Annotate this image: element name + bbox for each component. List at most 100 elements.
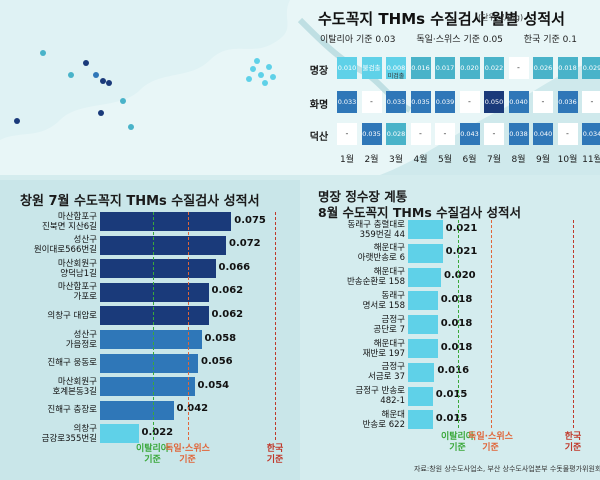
heatmap-cell: 0.029 <box>582 57 600 79</box>
bar-category-line: 성산구 <box>73 329 97 340</box>
bar-category-label: 성산구 가음정로 <box>2 330 97 350</box>
heatmap-note: 미검출 <box>387 73 405 80</box>
bar-category-line: 반송순환로 158 <box>346 277 405 288</box>
bar-category-label: 해운대구 재반로 197 <box>310 339 405 359</box>
bar-category-line: 명서로 158 <box>362 300 405 311</box>
unit-label: (단위: ℓ/mg) <box>478 13 524 22</box>
bar-category-line: 금강로355번길 <box>41 433 97 444</box>
heatmap-cell: 0.038 <box>508 123 529 145</box>
heatmap-cell: - <box>361 91 382 113</box>
map-dot <box>246 76 252 82</box>
bar <box>100 330 202 349</box>
heatmap-cell: - <box>484 123 504 145</box>
month-label: 8월 <box>511 155 526 165</box>
heatmap-cell: 0.026 <box>533 57 553 79</box>
reference-label: 한국 기준 <box>245 444 305 466</box>
heatmap-cell: - <box>435 123 455 145</box>
bar-value-label: 0.056 <box>201 356 233 368</box>
bar <box>408 243 443 263</box>
bar-category-line: 의창구 대암로 <box>47 310 97 321</box>
heatmap-cell: 불검출 <box>361 57 382 79</box>
bar <box>408 362 435 382</box>
bar-category-label: 해운대구 반송순환로 158 <box>310 267 405 287</box>
bar-category-label: 동래구 명서로 158 <box>310 291 405 311</box>
map-dot <box>120 98 126 104</box>
reference-label-line: 기준 <box>179 455 196 465</box>
reference-label-line: 이탈리아 <box>135 444 170 454</box>
bar-category-label: 진해구 웅동로 <box>2 358 97 368</box>
standard-italy: 이탈리아 기준 0.03 <box>320 35 396 45</box>
reference-label: 독일·스위스 기준 <box>158 444 218 466</box>
standard-korea: 한국 기준 0.1 <box>523 35 577 45</box>
month-label: 5월 <box>437 155 452 165</box>
month-label: 7월 <box>486 155 501 165</box>
heatmap-cell: 0.035 <box>361 123 382 145</box>
bar-category-line: 마산합포구 <box>57 211 97 222</box>
bar-category-label: 의창구 금강로355번길 <box>2 424 97 444</box>
bar-category-line: 금정구 <box>381 314 405 325</box>
reference-label: 이탈리아 기준 <box>123 444 183 466</box>
map-dot <box>93 72 99 78</box>
bar-category-label: 성산구 원이대로566번길 <box>2 235 97 255</box>
bar-value-label: 0.015 <box>435 389 468 401</box>
bar <box>408 339 438 358</box>
bar-category-line: 해운대 <box>381 409 405 420</box>
bar <box>100 306 209 326</box>
bar-category-line: 482-1 <box>380 396 405 407</box>
bar-value-label: 0.015 <box>435 412 468 424</box>
heatmap-cell: - <box>533 91 553 113</box>
bar-category-label: 해운대 반송로 622 <box>310 410 405 430</box>
map-dot <box>14 118 20 124</box>
reference-label: 독일·스위스 기준 <box>461 432 521 454</box>
bar-value-label: 0.018 <box>440 341 473 353</box>
map-dot <box>262 80 268 86</box>
map-dot <box>98 110 104 116</box>
reference-label-line: 독일·스위스 <box>468 432 513 442</box>
bar-value-label: 0.016 <box>437 365 470 377</box>
heatmap-row: 화명 0.033-0.033 0.035 0.039-0.050 0.040-0.036… <box>305 89 600 115</box>
bar-value-label: 0.042 <box>176 403 209 415</box>
bar <box>100 235 226 255</box>
month-label: 4월 <box>413 155 428 165</box>
reference-label-line: 한국 <box>266 444 284 454</box>
standard-germany: 독일·스위스 기준 0.05 <box>416 35 503 45</box>
heatmap-cell: 0.035 <box>410 91 431 113</box>
bar-category-line: 반송로 622 <box>362 419 405 430</box>
bar-value-label: 0.020 <box>444 270 476 282</box>
month-label: 2월 <box>364 155 379 165</box>
bar-category-line: 의창구 <box>73 423 97 434</box>
heatmap-row-label: 화명 <box>309 100 329 111</box>
bar-category-label: 의창구 대암로 <box>2 311 97 321</box>
bar <box>100 400 174 420</box>
heatmap-cell: 0.036 <box>557 91 578 113</box>
bar <box>408 315 438 335</box>
bar-category-line: 공단로 7 <box>373 324 405 335</box>
heatmap-cell: 0.016 <box>410 57 431 79</box>
bar-category-line: 동래구 <box>381 290 405 301</box>
heatmap-cell: - <box>557 123 578 145</box>
heatmap-cell: 0.010 <box>337 57 357 79</box>
reference-label-line: 기준 <box>449 443 466 453</box>
heatmap-cell: 0.018 <box>557 57 578 79</box>
bar-category-line: 마산합포구 <box>57 282 97 293</box>
bar-value-label: 0.062 <box>211 285 244 297</box>
myeongjang-chart-title-1: 명장 정수장 계통 <box>318 189 408 204</box>
bar-category-label: 마산합포구 진북면 지산6길 <box>2 212 97 232</box>
heatmap-row-label: 덕산 <box>309 132 329 143</box>
bar-category-line: 원이대로566번길 <box>33 245 97 256</box>
bar-category-line: 해운대구 <box>373 267 405 278</box>
heatmap-cell: 0.034 <box>582 123 600 145</box>
map-dot <box>250 66 256 72</box>
map-dot <box>254 58 260 64</box>
reference-label: 이탈리아 기준 <box>428 432 488 454</box>
heatmap-cell: - <box>582 91 600 113</box>
heatmap-cell: - <box>508 57 529 79</box>
bar-category-line: 서금로 37 <box>368 372 405 383</box>
bar-category-line: 동래구 충렬대로 <box>347 219 405 230</box>
bar-category-label: 동래구 충렬대로 359번길 44 <box>310 220 405 240</box>
bar-category-line: 마산회원구 <box>57 376 97 387</box>
bar-value-label: 0.018 <box>440 293 473 305</box>
bar-value-label: 0.058 <box>204 332 237 344</box>
bar-value-label: 0.054 <box>197 379 230 391</box>
reference-label-line: 독일·스위스 <box>165 444 210 454</box>
